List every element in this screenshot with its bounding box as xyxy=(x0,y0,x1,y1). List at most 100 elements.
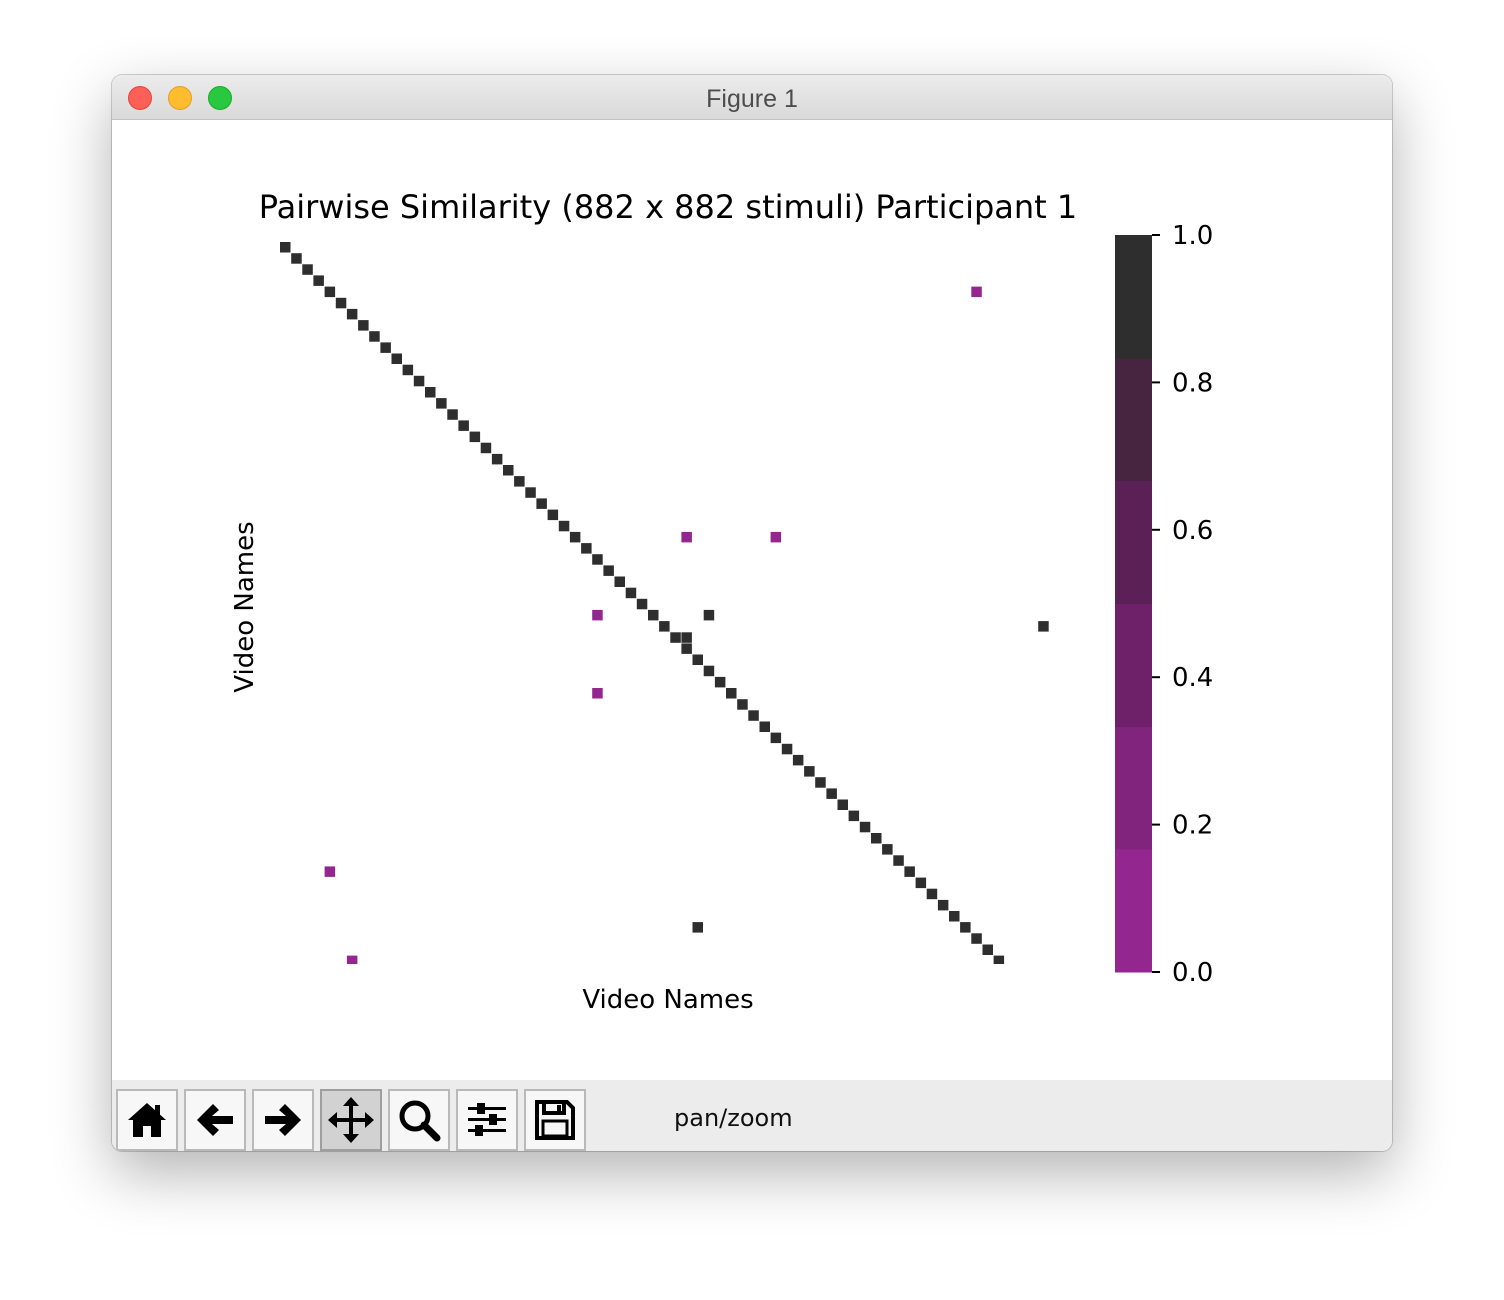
heatmap-diagonal-cell xyxy=(1005,967,1016,978)
heatmap-diagonal-cell xyxy=(636,598,648,610)
heatmap-diagonal-cell xyxy=(971,933,982,944)
heatmap-diagonal-cell xyxy=(335,297,347,309)
x-axis-label: Video Names xyxy=(582,985,753,1015)
heatmap-diagonal-cell xyxy=(503,465,514,476)
heatmap-diagonal-cell xyxy=(413,375,425,387)
window-title: Figure 1 xyxy=(706,85,798,113)
heatmap-diagonal-cell xyxy=(993,955,1005,964)
colorbar-tick-label: 0.6 xyxy=(1172,516,1213,546)
heatmap-diagonal-cell xyxy=(558,520,570,532)
forward-button[interactable] xyxy=(252,1089,314,1151)
heatmap-diagonal-cell xyxy=(1061,1023,1072,1034)
heatmap-diagonal-cell xyxy=(703,665,715,677)
heatmap-diagonal-cell xyxy=(324,286,336,298)
heatmap-diagonal-cell xyxy=(949,911,960,922)
heatmap-cell xyxy=(770,531,782,543)
y-axis-label: Video Names xyxy=(230,521,260,692)
heatmap-diagonal-cell xyxy=(525,487,536,498)
colorbar-band xyxy=(1115,848,1152,973)
heatmap-diagonal-cell xyxy=(402,364,414,376)
heatmap-diagonal-cell xyxy=(491,453,503,465)
heatmap-diagonal-cell xyxy=(536,498,547,509)
heatmap-diagonal-cell xyxy=(714,676,726,688)
maximize-window-button[interactable] xyxy=(208,86,232,110)
heatmap-diagonal-cell xyxy=(926,888,938,900)
heatmap-diagonal-cell xyxy=(447,409,458,420)
minimize-window-button[interactable] xyxy=(168,86,192,110)
heatmap-cell xyxy=(324,866,336,877)
heatmap-diagonal-cell xyxy=(837,799,848,810)
heatmap-diagonal-cell xyxy=(737,699,748,710)
zoom-button[interactable] xyxy=(388,1089,450,1151)
heatmap-diagonal-cell xyxy=(670,632,681,643)
heatmap-diagonal-cell xyxy=(346,308,358,320)
heatmap-diagonal-cell xyxy=(915,877,927,889)
navigation-toolbar: pan/zoom xyxy=(112,1080,1392,1151)
floppy-disk-icon xyxy=(535,1100,575,1140)
heatmap-diagonal-cell xyxy=(291,253,302,264)
heatmap-diagonal-cell xyxy=(871,833,882,844)
heatmap-diagonal-cell xyxy=(280,242,291,253)
heatmap-diagonal-cell xyxy=(893,855,904,866)
heatmap-diagonal-cell xyxy=(625,587,637,599)
heatmap-diagonal-cell xyxy=(648,609,659,621)
back-button[interactable] xyxy=(184,1089,246,1151)
close-window-button[interactable] xyxy=(128,86,152,110)
magnifier-icon xyxy=(399,1100,441,1142)
save-button[interactable] xyxy=(524,1089,586,1151)
heatmap-diagonal-cell xyxy=(313,275,324,286)
heatmap-diagonal-cell xyxy=(581,543,592,554)
title-bar: Figure 1 xyxy=(112,75,1392,120)
heatmap-cell xyxy=(971,286,982,298)
heatmap-cell xyxy=(346,955,358,964)
heatmap-cell xyxy=(692,922,703,933)
heatmap-diagonal-cell xyxy=(603,565,614,576)
heatmap-diagonal-cell xyxy=(358,320,369,331)
heatmap-diagonal-cell xyxy=(848,810,860,822)
heatmap-diagonal-cell xyxy=(815,777,826,788)
figure-canvas[interactable]: Pairwise Similarity (882 x 882 stimuli) … xyxy=(112,120,1392,1080)
colorbar: 0.0 0.2 0.4 0.6 0.8 1.0 xyxy=(1115,221,1213,988)
colorbar-band xyxy=(1115,603,1152,728)
heatmap-diagonal-cell xyxy=(960,922,971,933)
arrow-left-icon xyxy=(197,1104,233,1136)
heatmap-diagonal-cell xyxy=(792,754,804,766)
heatmap-diagonal-cell xyxy=(569,531,581,543)
heatmap-cell xyxy=(681,531,692,543)
heatmap-diagonal-cell xyxy=(748,710,759,721)
heatmap-diagonal-cell xyxy=(937,899,949,911)
arrow-right-icon xyxy=(265,1104,301,1136)
heatmap-diagonal-cell xyxy=(436,398,447,409)
chart-title: Pairwise Similarity (882 x 882 stimuli) … xyxy=(259,188,1078,226)
toolbar-mode-label: pan/zoom xyxy=(674,1104,793,1132)
heatmap-diagonal-cell xyxy=(458,420,469,431)
heatmap-diagonal-cell xyxy=(982,944,993,955)
heatmap-diagonal-cell xyxy=(380,342,391,353)
heatmap-diagonal-cell xyxy=(391,353,402,364)
heatmap-diagonal-cell xyxy=(1038,1000,1049,1011)
heatmap-diagonal-cell xyxy=(1016,978,1027,989)
heatmap-cell xyxy=(703,609,715,621)
heatmap-diagonal-cell xyxy=(1049,1011,1060,1022)
colorbar-tick-label: 0.8 xyxy=(1172,368,1213,398)
heatmap-diagonal-cell xyxy=(514,476,525,487)
colorbar-band xyxy=(1115,480,1152,604)
heatmap-cells xyxy=(280,242,1072,1034)
heatmap-chart: Pairwise Similarity (882 x 882 stimuli) … xyxy=(230,188,1213,1034)
figure-window: Figure 1 Pairwise Similarity (882 x 882 … xyxy=(112,75,1392,1151)
colorbar-tick-label: 0.4 xyxy=(1172,663,1213,693)
colorbar-tick-label: 0.0 xyxy=(1172,958,1213,988)
colorbar-tick-label: 1.0 xyxy=(1172,221,1213,251)
heatmap-diagonal-cell xyxy=(614,576,625,587)
colorbar-tick-label: 0.2 xyxy=(1172,811,1213,841)
heatmap-diagonal-cell xyxy=(759,721,770,732)
heatmap-diagonal-cell xyxy=(547,509,559,521)
home-button[interactable] xyxy=(116,1089,178,1151)
subplots-button[interactable] xyxy=(456,1089,518,1151)
pan-button[interactable] xyxy=(320,1089,382,1151)
colorbar-band xyxy=(1115,358,1152,481)
heatmap-diagonal-cell xyxy=(1027,989,1038,1000)
heatmap-diagonal-cell xyxy=(859,821,871,833)
heatmap-diagonal-cell xyxy=(425,387,436,398)
heatmap-diagonal-cell xyxy=(726,688,737,699)
